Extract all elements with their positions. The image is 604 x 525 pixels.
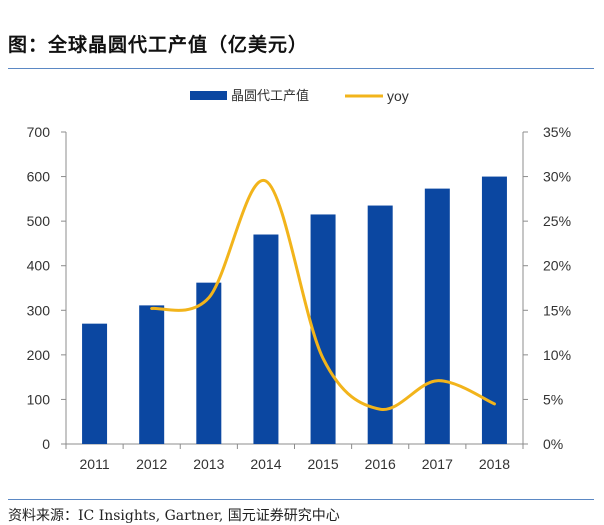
x-tick-label-2011: 2011 [80, 456, 110, 472]
bar-series [82, 176, 507, 445]
source-rule [8, 499, 594, 500]
y-left-tick-label: 200 [27, 347, 51, 363]
x-tick-label-2012: 2012 [136, 456, 167, 472]
combo-chart: 晶圆代工产值 yoy 0 100 200 300 400 500 600 700 0% 5% 10%… [27, 88, 571, 472]
bar-2015 [310, 214, 336, 444]
bar-2013 [196, 282, 222, 444]
y-left-tick-label: 500 [27, 213, 51, 229]
x-tick-label-2017: 2017 [422, 456, 453, 472]
y-left-tick-label: 0 [42, 436, 50, 452]
bar-2014 [253, 234, 279, 444]
bar-2011 [82, 323, 108, 444]
y-right-tick-label: 10% [543, 347, 571, 363]
legend: 晶圆代工产值 yoy [190, 88, 409, 104]
x-tick-label-2018: 2018 [479, 456, 510, 472]
bar-2012 [139, 305, 165, 444]
y-left-tick-label: 400 [27, 258, 51, 274]
yoy-series [150, 179, 496, 411]
y-left-tick-label: 600 [27, 169, 51, 185]
y-right-tick-label: 35% [543, 124, 571, 140]
yoy-line [150, 179, 496, 411]
y-left-tick-label: 700 [27, 124, 51, 140]
legend-label-bar: 晶圆代工产值 [231, 88, 309, 103]
title-rule [8, 68, 594, 69]
y-left-tick-label: 300 [27, 302, 51, 318]
y-right-tick-label: 5% [543, 391, 563, 407]
x-tick-label-2016: 2016 [365, 456, 396, 472]
source-note: 资料来源：IC Insights, Gartner, 国元证券研究中心 [8, 508, 340, 524]
y-right-tick-label: 30% [543, 169, 571, 185]
y-right-tick-label: 20% [543, 258, 571, 274]
page-title: 图：全球晶圆代工产值（亿美元） [8, 34, 309, 56]
x-tick-label-2015: 2015 [307, 456, 338, 472]
y-right-tick-label: 0% [543, 436, 563, 452]
legend-label-line: yoy [387, 88, 409, 104]
x-tick-label-2014: 2014 [250, 456, 281, 472]
y-right-tick-label: 25% [543, 213, 571, 229]
y-right-tick-label: 15% [543, 302, 571, 318]
x-tick-label-2013: 2013 [193, 456, 224, 472]
bar-2016 [367, 205, 393, 444]
y-left-tick-label: 100 [27, 391, 51, 407]
x-tick-labels: 2011 2012 2013 2014 2015 2016 2017 2018 [80, 456, 511, 472]
legend-swatch-bar [190, 91, 227, 100]
bar-2017 [424, 188, 450, 444]
